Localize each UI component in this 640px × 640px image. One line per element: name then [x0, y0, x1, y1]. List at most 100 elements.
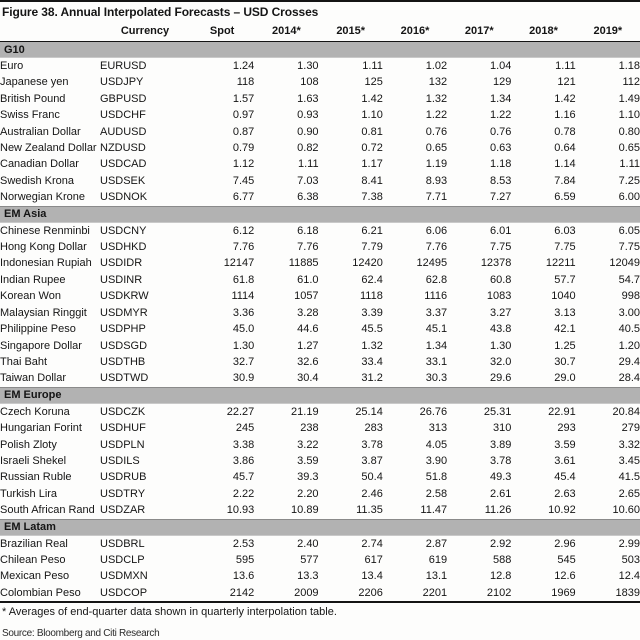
- currency-name: Chinese Renminbi: [0, 224, 90, 237]
- value-cell: 30.7: [554, 355, 576, 368]
- table-row: British Pound GBPUSD 1.57 1.63 1.42 1.32 1.34 1…: [0, 91, 640, 107]
- section-label: EM Europe: [0, 386, 640, 404]
- value-cell: 7.27: [489, 191, 512, 204]
- value-cell: 33.1: [425, 355, 448, 368]
- column-header: 2018*: [511, 24, 576, 42]
- column-header: 2014*: [254, 24, 319, 42]
- value-cell: 7.38: [361, 191, 383, 204]
- value-cell: 238: [300, 422, 319, 435]
- table-row: Indonesian Rupiah USDIDR 12147 11885 12420 12…: [0, 255, 640, 271]
- value-cell: 30.3: [425, 372, 448, 385]
- value-cell: 1.19: [425, 158, 448, 171]
- currency-name: Chilean Peso: [0, 553, 66, 566]
- value-cell: 0.82: [297, 142, 319, 155]
- source-line: Source: Bloomberg and Citi Research: [2, 628, 160, 640]
- value-cell: 22.27: [226, 405, 255, 418]
- table-row: Czech Koruna USDCZK 22.27 21.19 25.14 26.76 25…: [0, 403, 640, 420]
- currency-code: USDCHF: [100, 109, 146, 122]
- value-cell: 0.90: [297, 125, 319, 138]
- value-cell: 1.32: [425, 92, 448, 105]
- value-cell: 1.30: [232, 339, 255, 352]
- value-cell: 6.18: [297, 224, 319, 237]
- value-cell: 0.80: [618, 125, 640, 138]
- value-cell: 44.6: [297, 323, 319, 336]
- value-cell: 45.4: [554, 471, 576, 484]
- value-cell: 31.2: [361, 372, 383, 385]
- table-row: Korean Won USDKRW 1114 1057 1118 1116 1083 1040…: [0, 288, 640, 304]
- value-cell: 11.35: [356, 504, 383, 517]
- value-cell: 132: [428, 76, 448, 89]
- value-cell: 1.63: [297, 92, 319, 105]
- currency-name: Czech Koruna: [0, 405, 70, 418]
- currency-code: USDNOK: [100, 191, 148, 204]
- value-cell: 11.47: [420, 504, 448, 517]
- value-cell: 577: [300, 553, 319, 566]
- table-row: Turkish Lira USDTRY 2.22 2.20 2.46 2.58 2.61 2.…: [0, 486, 640, 502]
- header-blank-cell: [0, 24, 100, 42]
- value-cell: 2.99: [618, 537, 640, 550]
- column-header: 2017*: [447, 24, 512, 42]
- value-cell: 2.53: [232, 537, 255, 550]
- table-row: Colombian Peso USDCOP 2142 2009 2206 2201 2102…: [0, 585, 640, 602]
- currency-name: Malaysian Ringgit: [0, 306, 87, 319]
- value-cell: 3.22: [297, 438, 319, 451]
- value-cell: 118: [236, 76, 255, 89]
- value-cell: 6.05: [618, 224, 640, 237]
- value-cell: 1.24: [232, 60, 255, 72]
- value-cell: 12211: [545, 257, 576, 270]
- value-cell: 617: [364, 553, 383, 566]
- currency-code: NZDUSD: [100, 142, 146, 155]
- value-cell: 6.06: [425, 224, 448, 237]
- value-cell: 51.8: [425, 471, 448, 484]
- currency-code: USDTRY: [100, 487, 146, 500]
- value-cell: 32.0: [489, 355, 512, 368]
- value-cell: 3.89: [489, 438, 512, 451]
- value-cell: 3.28: [297, 306, 319, 319]
- value-cell: 13.6: [232, 570, 255, 583]
- currency-code: USDHUF: [100, 422, 146, 435]
- value-cell: 57.7: [554, 273, 576, 286]
- value-cell: 6.12: [232, 224, 255, 237]
- value-cell: 2.96: [554, 537, 576, 550]
- currency-name: Colombian Peso: [0, 586, 81, 599]
- value-cell: 12.4: [618, 570, 640, 583]
- value-cell: 7.71: [425, 191, 448, 204]
- currency-name: Taiwan Dollar: [0, 372, 67, 385]
- value-cell: 545: [557, 553, 576, 566]
- value-cell: 1.18: [618, 60, 640, 72]
- value-cell: 8.41: [361, 174, 383, 187]
- section-row: EM Asia: [0, 205, 640, 223]
- value-cell: 7.76: [232, 241, 255, 254]
- value-cell: 28.4: [618, 372, 640, 385]
- value-cell: 0.78: [554, 125, 576, 138]
- value-cell: 125: [364, 76, 383, 89]
- currency-name: Hungarian Forint: [0, 422, 82, 435]
- value-cell: 1.20: [618, 339, 640, 352]
- table-row: Chinese Renminbi USDCNY 6.12 6.18 6.21 6.06 6.…: [0, 222, 640, 239]
- value-cell: 1.32: [361, 339, 383, 352]
- currency-code: USDIDR: [100, 257, 143, 270]
- currency-code: AUDUSD: [100, 125, 147, 138]
- column-header: 2016*: [382, 24, 448, 42]
- currency-code: USDCAD: [100, 158, 147, 171]
- value-cell: 108: [300, 76, 319, 89]
- value-cell: 3.38: [232, 438, 255, 451]
- value-cell: 29.0: [554, 372, 576, 385]
- value-cell: 1.18: [489, 158, 512, 171]
- currency-name: Philippine Peso: [0, 323, 76, 336]
- value-cell: 7.76: [297, 241, 319, 254]
- currency-code: USDMYR: [100, 306, 148, 319]
- table-row: Swiss Franc USDCHF 0.97 0.93 1.10 1.22 1.22 1.1…: [0, 107, 640, 123]
- value-cell: 313: [428, 422, 448, 435]
- value-cell: 7.75: [554, 241, 576, 254]
- value-cell: 1.25: [554, 339, 576, 352]
- value-cell: 12495: [416, 257, 448, 270]
- section-row: EM Europe: [0, 386, 640, 404]
- currency-name: Euro: [0, 60, 24, 72]
- currency-name: Korean Won: [0, 290, 61, 303]
- value-cell: 4.05: [425, 438, 448, 451]
- value-cell: 1.17: [361, 158, 383, 171]
- value-cell: 11885: [288, 257, 319, 270]
- value-cell: 60.8: [489, 273, 512, 286]
- value-cell: 0.64: [554, 142, 576, 155]
